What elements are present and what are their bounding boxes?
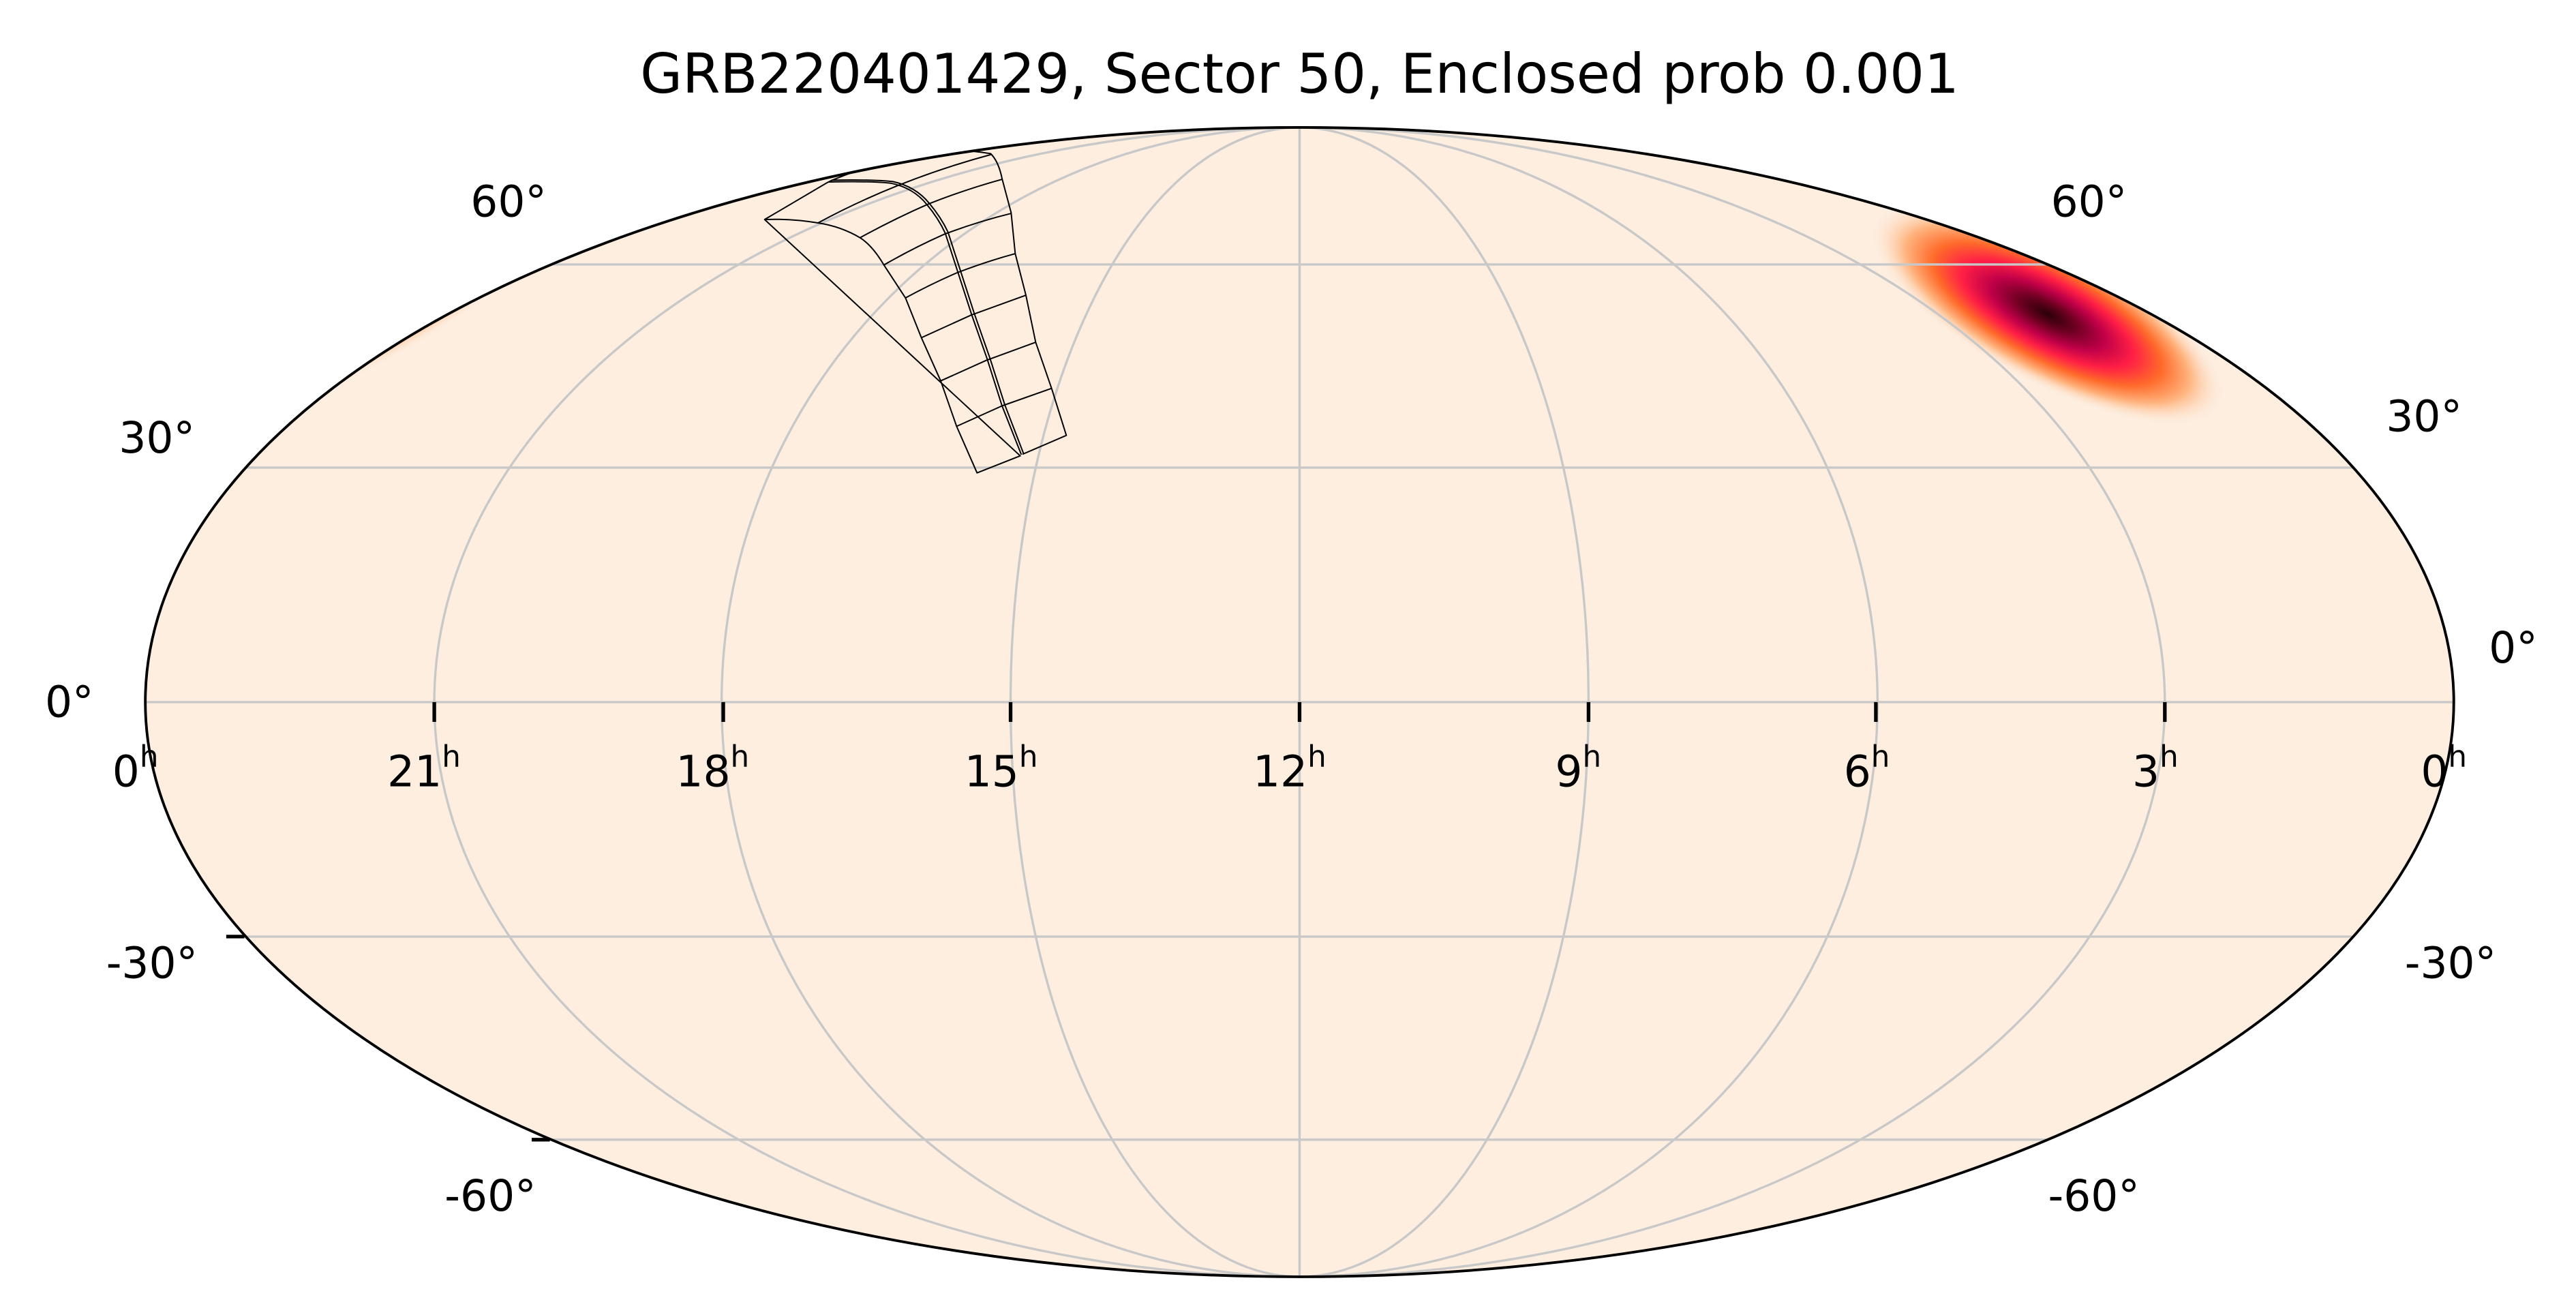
footprint-column-divider-inner [831, 179, 1025, 455]
footprint-ccd-row [860, 179, 1003, 239]
footprint-column-divider [828, 181, 1022, 455]
axis-ticks [226, 701, 2167, 1142]
dec-tick-label-right: 30° [2386, 392, 2462, 442]
ra-tick-label: 12h [1253, 740, 1327, 796]
footprint-ccd-row [921, 294, 1027, 339]
dec-tick-label-right: 0° [2489, 623, 2538, 673]
dec-tick-labels: 60° 30° 0° -30° -60° 60° 30° 0° -30° -60° [45, 177, 2538, 1221]
footprint-ccd-row [940, 342, 1036, 382]
dec-tick-label-left: 60° [470, 177, 547, 227]
dec-tick-label-left: 0° [45, 678, 94, 727]
ra-tick-label: 3h [2132, 740, 2179, 796]
footprint-ccd-row [817, 153, 992, 224]
footprint-ccd-row [905, 253, 1016, 299]
dec-tick-label-right: -30° [2405, 938, 2496, 988]
ra-tick-labels: 0h 21h 18h 15h 12h 9h 6h 3h 0h [112, 740, 2467, 796]
dec-tick-label-left: -60° [444, 1171, 536, 1221]
footprint-ccd-row [883, 213, 1012, 266]
dec-tick-label-left: -30° [106, 938, 198, 988]
dec-tick-label-right: 60° [2051, 177, 2127, 227]
tess-footprint [763, 149, 1067, 474]
ra-tick-label: 6h [1844, 740, 1890, 796]
ra-tick-label: 18h [676, 740, 749, 796]
footprint-ccd-row [956, 387, 1052, 427]
dec-tick-label-left: 30° [119, 413, 195, 463]
sky-boundary [144, 125, 2455, 1278]
ra-tick-label: 0h [112, 740, 159, 796]
probability-peak-high [1869, 202, 2226, 426]
ra-tick-label: 0h [2421, 740, 2467, 796]
chart-title: GRB220401429, Sector 50, Enclosed prob 0… [640, 42, 1959, 106]
ra-tick-label: 21h [387, 740, 461, 796]
ra-tick-label: 15h [965, 740, 1038, 796]
ra-tick-label: 9h [1555, 740, 1601, 796]
dec-tick-label-right: -60° [2048, 1171, 2139, 1221]
